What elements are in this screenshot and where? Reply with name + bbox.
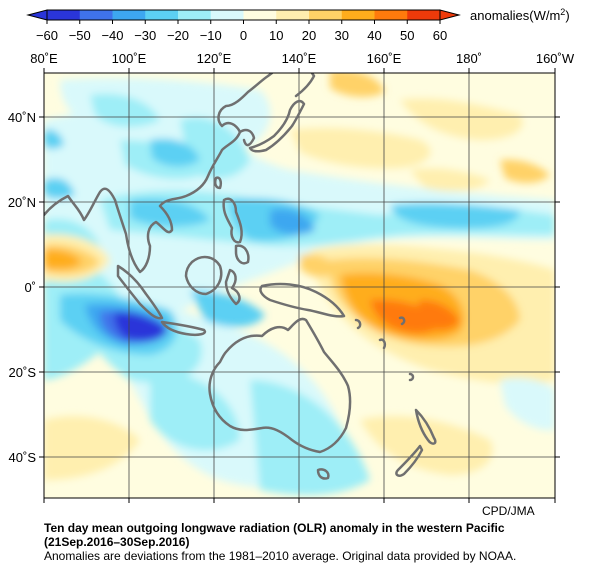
colorbar-tick-label: 60 — [433, 28, 447, 43]
colorbar-tick-label: −50 — [69, 28, 91, 43]
colorbar-cell — [112, 10, 146, 20]
colorbar-tick-label: −30 — [134, 28, 156, 43]
colorbar-cell — [79, 10, 113, 20]
y-tick-20n: 20˚N — [8, 195, 36, 210]
x-tick-160e: 160˚E — [367, 51, 402, 66]
x-tick-80e: 80˚E — [30, 51, 58, 66]
colorbar-cell — [145, 10, 179, 20]
colorbar-tick-label: 0 — [240, 28, 247, 43]
anomaly-field — [44, 73, 555, 498]
colorbar-cell — [178, 10, 212, 20]
colorbar-unit-label: anomalies(W/m2) — [470, 7, 570, 23]
colorbar-tick-label: −10 — [200, 28, 222, 43]
coastlines — [44, 73, 437, 480]
map-title: Ten day mean outgoing longwave radiation… — [44, 521, 594, 549]
colorbar: −60 −50 −40 −30 −20 −10 0 10 20 30 40 50 60 anomalie… — [26, 7, 570, 43]
colorbar-cell — [374, 10, 408, 20]
x-tick-180: 180˚ — [456, 51, 482, 66]
colorbar-tick-label: −60 — [36, 28, 58, 43]
y-axis-labels: 40˚N 20˚N 0˚ 20˚S 40˚S — [8, 110, 37, 465]
credit-label: CPD/JMA — [482, 504, 535, 518]
map-title-line2: (21Sep.2016–30Sep.2016) — [44, 535, 190, 549]
colorbar-tick-label: 20 — [302, 28, 316, 43]
colorbar-cell — [407, 10, 441, 20]
y-tick-40n: 40˚N — [8, 110, 36, 125]
colorbar-tick-label: −20 — [167, 28, 189, 43]
x-tick-160w: 160˚W — [536, 51, 575, 66]
colorbar-cell — [243, 10, 277, 20]
tick-marks — [39, 68, 560, 503]
y-tick-40s: 40˚S — [9, 450, 37, 465]
colorbar-tick-label: 40 — [367, 28, 381, 43]
x-tick-100e: 100˚E — [112, 51, 147, 66]
map-note: Anomalies are deviations from the 1981–2… — [44, 549, 517, 563]
colorbar-cell — [210, 10, 244, 20]
map-title-line1: Ten day mean outgoing longwave radiation… — [44, 521, 505, 535]
olr-anomaly-map: 80˚E 100˚E 120˚E 140˚E 160˚E 180˚ 160˚W … — [8, 51, 575, 503]
y-tick-0: 0˚ — [24, 280, 36, 295]
colorbar-cells — [47, 10, 441, 20]
colorbar-cell — [47, 10, 81, 20]
y-tick-20s: 20˚S — [9, 365, 37, 380]
colorbar-ticks: −60 −50 −40 −30 −20 −10 0 10 20 30 40 50 60 — [36, 20, 447, 43]
colorbar-cell — [341, 10, 375, 20]
colorbar-tick-label: 50 — [400, 28, 414, 43]
colorbar-tick-label: 30 — [335, 28, 349, 43]
colorbar-cell — [309, 10, 343, 20]
x-axis-labels: 80˚E 100˚E 120˚E 140˚E 160˚E 180˚ 160˚W — [30, 51, 575, 66]
colorbar-tick-label: −40 — [101, 28, 123, 43]
colorbar-cell — [276, 10, 310, 20]
x-tick-140e: 140˚E — [282, 51, 317, 66]
x-tick-120e: 120˚E — [197, 51, 232, 66]
colorbar-tick-label: 10 — [269, 28, 283, 43]
